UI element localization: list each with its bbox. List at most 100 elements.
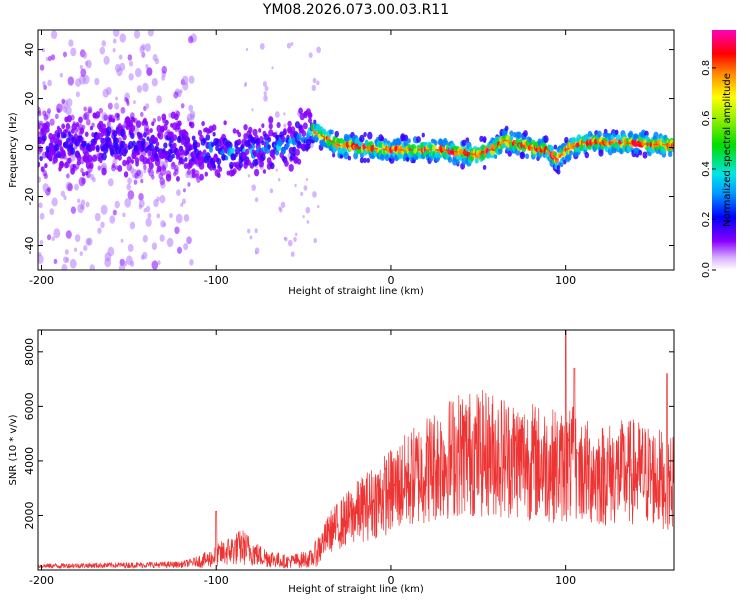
spectrogram-cell xyxy=(82,51,88,59)
spectrogram-cell xyxy=(127,190,135,200)
spectrogram-cell xyxy=(79,64,83,70)
spectrogram-cell xyxy=(192,139,198,147)
spectrogram-cell xyxy=(80,168,84,174)
spectrogram-cell xyxy=(638,149,643,156)
spectrogram-cell xyxy=(523,130,528,137)
spectrogram-cell xyxy=(628,130,634,138)
spectrogram-frame xyxy=(37,29,675,271)
spectrogram-cell xyxy=(189,113,195,121)
spectrogram-cell xyxy=(89,264,95,270)
spectrogram-cell xyxy=(559,161,564,168)
spectrogram-cell xyxy=(155,141,160,147)
spectrogram-cell xyxy=(433,140,438,146)
spectrogram-cell xyxy=(62,132,67,139)
spectrogram-cell xyxy=(293,236,297,243)
snr-y-tick-label: 2000 xyxy=(23,501,36,529)
spectrogram-cell xyxy=(248,126,253,134)
spectrogram-cell xyxy=(75,78,82,87)
spectrogram-y-tick-label: -40 xyxy=(23,237,36,255)
spectrogram-cell xyxy=(380,136,385,142)
spectrogram-cell xyxy=(74,234,81,243)
spectrogram-cell xyxy=(284,160,289,167)
spectrogram-cell xyxy=(212,163,216,169)
spectrogram-cell xyxy=(286,134,290,140)
spectrogram-cell xyxy=(86,237,93,246)
spectrogram-cell xyxy=(130,132,135,139)
spectrogram-cell xyxy=(553,151,558,157)
spectrogram-cell xyxy=(597,130,602,138)
spectrogram-cell xyxy=(41,134,47,142)
spectrogram-cell xyxy=(298,107,303,115)
spectrogram-cell xyxy=(120,140,126,148)
spectrogram-cell xyxy=(64,128,68,134)
spectrogram-cell xyxy=(251,108,254,112)
spectrogram-cell xyxy=(156,95,162,104)
spectrogram-cell xyxy=(117,154,122,161)
spectrogram-cell xyxy=(550,146,555,152)
spectrogram-cell xyxy=(191,135,196,141)
spectrogram-cell xyxy=(174,165,179,172)
spectrogram-cell xyxy=(65,106,72,116)
spectrogram-cell xyxy=(330,129,334,135)
spectrogram-cell xyxy=(122,212,126,218)
spectrogram-cell xyxy=(143,208,147,213)
spectrogram-cell xyxy=(211,124,217,131)
spectrogram-cell xyxy=(140,254,145,260)
spectrogram-cell xyxy=(359,157,365,164)
spectrogram-cell xyxy=(242,148,246,153)
spectrogram-cell xyxy=(60,190,66,197)
spectrogram-cell xyxy=(181,75,189,86)
spectrogram-cell xyxy=(84,131,89,137)
spectrogram-cell xyxy=(157,260,161,266)
spectrogram-cell xyxy=(316,46,321,54)
spectrogram-cell xyxy=(42,80,46,86)
spectrogram-cell xyxy=(188,75,195,84)
spectrogram-cell xyxy=(110,151,114,157)
spectrogram-cell xyxy=(263,95,268,102)
spectrogram-cell xyxy=(313,119,317,125)
spectrogram-x-tick-label: -200 xyxy=(29,274,54,287)
spectrogram-cell xyxy=(127,54,133,61)
spectrogram-cell xyxy=(286,42,292,49)
spectrogram-cell xyxy=(138,192,144,201)
spectrogram-cell xyxy=(157,115,162,122)
spectrogram-cell xyxy=(120,238,124,243)
spectrogram-cell xyxy=(88,108,92,114)
spectrogram-cell xyxy=(61,98,66,104)
spectrogram-cell xyxy=(81,177,86,185)
spectrogram-cell xyxy=(280,147,286,155)
spectrogram-cell xyxy=(61,123,66,129)
spectrogram-cell xyxy=(237,131,242,138)
spectrogram-cell xyxy=(124,148,129,154)
spectrogram-cell xyxy=(129,124,136,133)
spectrogram-cell xyxy=(209,147,213,153)
spectrogram-cell xyxy=(296,133,302,141)
spectrogram-cell xyxy=(39,156,43,162)
spectrogram-cell xyxy=(91,145,95,151)
spectrogram-cell xyxy=(270,162,275,170)
spectrogram-cell xyxy=(146,67,153,77)
spectrogram-cell xyxy=(77,203,85,214)
spectrogram-cell xyxy=(252,128,258,137)
spectrogram-cell xyxy=(245,47,249,51)
spectrogram-cell xyxy=(167,154,173,163)
spectrogram-cell xyxy=(655,146,660,151)
spectrogram-cell xyxy=(111,163,116,169)
spectrogram-cell xyxy=(145,128,151,136)
spectrogram-cell xyxy=(44,163,48,169)
spectrogram-cell xyxy=(127,243,134,252)
snr-x-tick-label: 0 xyxy=(387,574,394,587)
spectrogram-cell xyxy=(151,260,159,270)
spectrogram-cell xyxy=(290,251,295,257)
spectrogram-cell xyxy=(353,152,359,160)
spectrogram-cell xyxy=(70,206,77,214)
colorbar-tick-label: 0.6 xyxy=(701,110,712,126)
spectrogram-cell xyxy=(300,191,304,197)
spectrogram-cell xyxy=(151,77,158,87)
spectrogram-cell xyxy=(45,56,49,61)
spectrogram-cell xyxy=(183,188,186,193)
spectrogram-cell xyxy=(46,234,52,241)
spectrogram-x-tick-label: 0 xyxy=(387,274,394,287)
spectrogram-cell xyxy=(231,147,235,154)
